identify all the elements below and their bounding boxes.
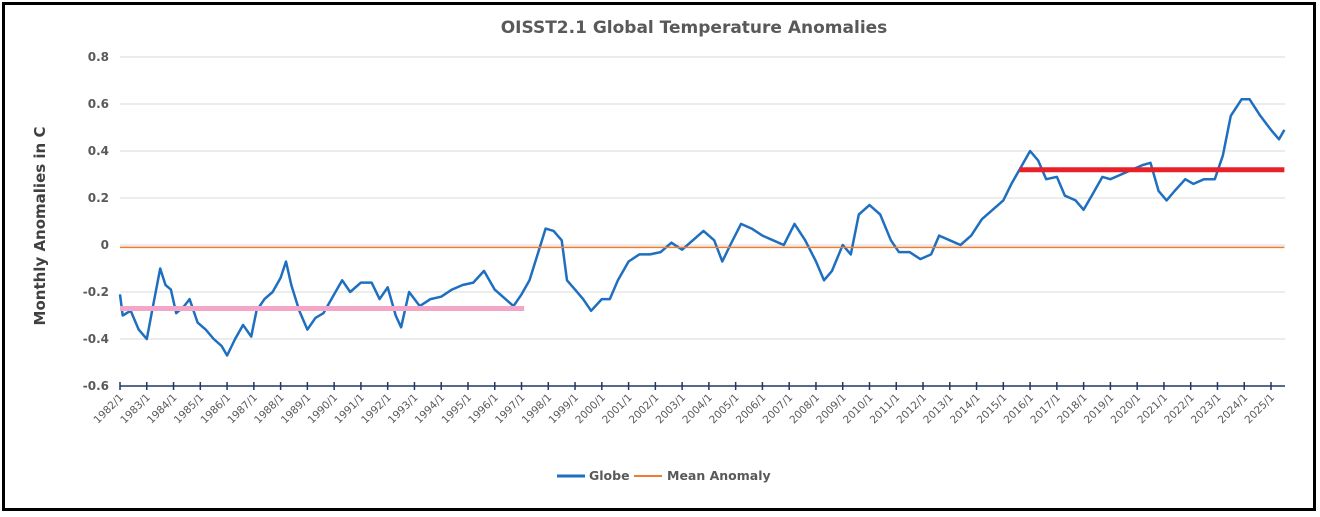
y-tick-label: 0.2: [88, 191, 109, 205]
legend-label-mean-anomaly: Mean Anomaly: [667, 468, 771, 483]
y-tick-label: 0.4: [88, 144, 109, 158]
y-tick-label: -0.4: [83, 332, 109, 346]
y-tick-label: -0.2: [83, 285, 109, 299]
y-tick-label: -0.6: [83, 379, 109, 393]
x-tick-label: 2025/1: [1243, 392, 1278, 427]
legend: Globe Mean Anomaly: [557, 468, 771, 483]
y-axis-label: Monthly Anomalies in C: [31, 127, 49, 326]
x-axis: 1982/11983/11984/11985/11986/11987/11988…: [92, 382, 1285, 426]
series-line-globe: [118, 98, 1286, 357]
y-tick-label: 0.6: [88, 97, 109, 111]
y-tick-labels: 0.8 0.6 0.4 0.2 0 -0.2 -0.4 -0.6: [83, 50, 109, 393]
series-group: [118, 98, 1286, 357]
y-tick-label: 0: [101, 238, 109, 252]
legend-label-globe: Globe: [589, 468, 630, 483]
y-tick-label: 0.8: [88, 50, 109, 64]
annotations-group: [120, 167, 1285, 311]
chart-title: OISST2.1 Global Temperature Anomalies: [501, 18, 888, 38]
gridlines: [120, 56, 1285, 340]
